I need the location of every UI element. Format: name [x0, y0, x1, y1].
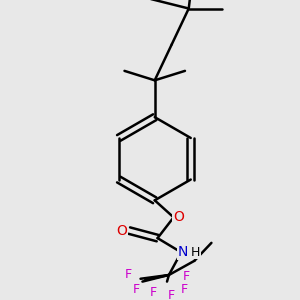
Text: F: F — [182, 270, 190, 284]
Text: N: N — [178, 245, 188, 259]
Text: O: O — [116, 224, 127, 238]
Text: F: F — [132, 283, 140, 296]
Text: F: F — [149, 286, 156, 299]
Text: F: F — [168, 289, 175, 300]
Text: F: F — [181, 283, 188, 296]
Text: O: O — [173, 210, 184, 224]
Text: H: H — [191, 246, 200, 259]
Text: F: F — [125, 268, 132, 281]
